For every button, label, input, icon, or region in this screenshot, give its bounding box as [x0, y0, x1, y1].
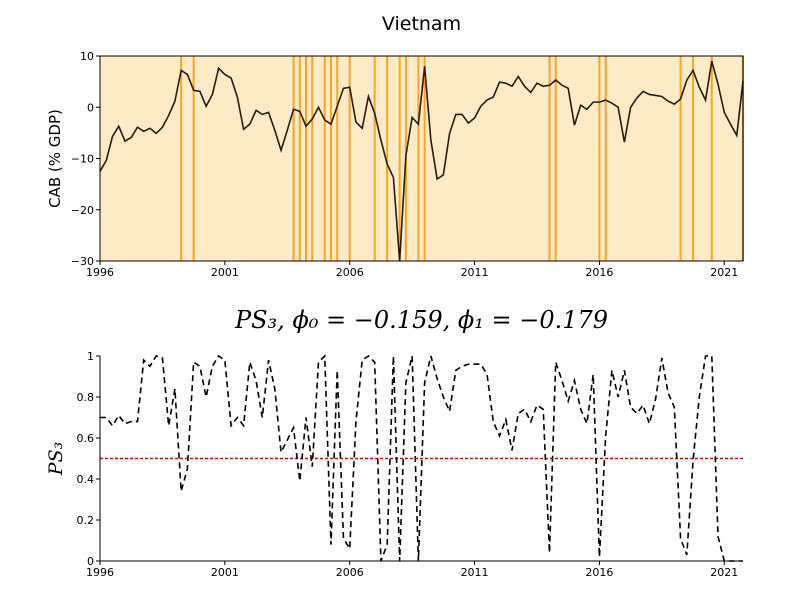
y-tick-label: −30 [71, 255, 94, 268]
x-tick-label: 2001 [211, 566, 239, 579]
axes-frame [99, 55, 744, 262]
y-tick-label: 1 [87, 350, 94, 363]
x-tick-label: 2006 [336, 566, 364, 579]
chart-title: Vietnam [382, 13, 461, 35]
x-tick-label: 2011 [461, 566, 489, 579]
x-tick-label: 1996 [86, 266, 114, 279]
x-tick-label: 2021 [710, 266, 738, 279]
y-tick-label: 0 [87, 101, 94, 114]
y-tick-label: 0.2 [77, 514, 95, 527]
x-tick-label: 2016 [585, 566, 613, 579]
y-tick-label: −10 [71, 153, 94, 166]
chart-title: PS₃, ϕ₀ = −0.159, ϕ₁ = −0.179 [234, 306, 608, 334]
x-tick-label: 2006 [336, 266, 364, 279]
data-line [100, 354, 743, 562]
y-axis-label: CAB (% GDP) [46, 109, 64, 208]
x-tick-label: 2011 [461, 266, 489, 279]
y-tick-label: 0.8 [77, 391, 95, 404]
y-axis-label: PS₃ [45, 442, 67, 476]
x-tick-label: 1996 [86, 566, 114, 579]
y-tick-label: 0.4 [77, 473, 95, 486]
x-tick-label: 2001 [211, 266, 239, 279]
y-tick-label: 10 [80, 50, 94, 63]
x-tick-label: 2021 [710, 566, 738, 579]
y-tick-label: −20 [71, 204, 94, 217]
plot-background [100, 56, 743, 261]
y-tick-label: 0 [87, 555, 94, 568]
y-tick-label: 0.6 [77, 432, 95, 445]
x-tick-label: 2016 [585, 266, 613, 279]
data-line [99, 60, 744, 262]
